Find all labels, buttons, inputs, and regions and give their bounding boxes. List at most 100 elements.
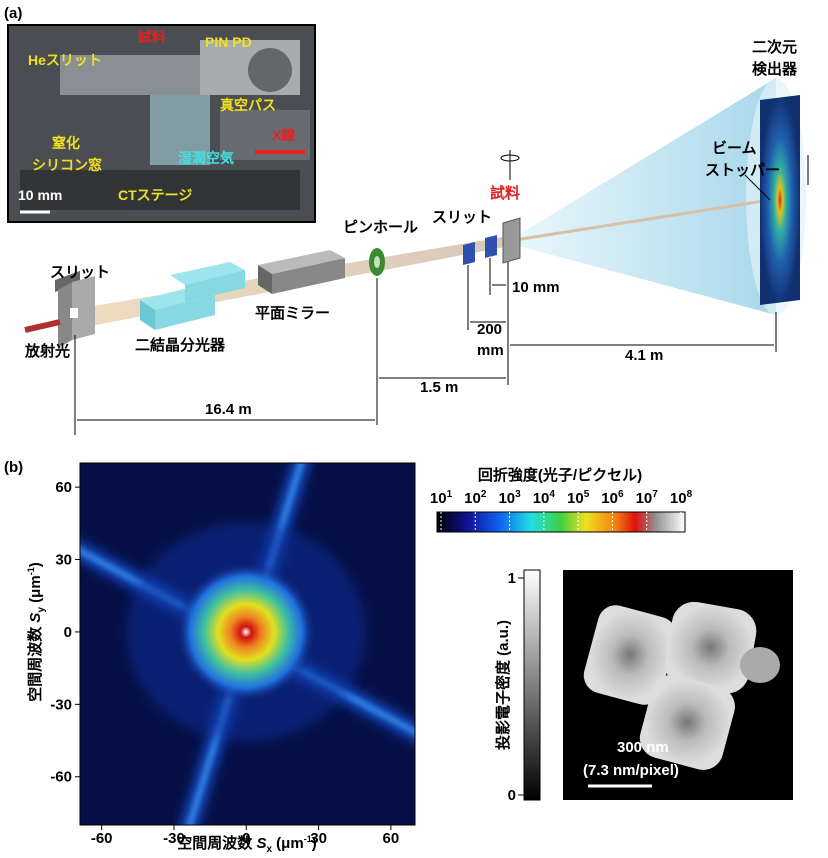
decor-rect [20, 170, 300, 210]
dimension-lines [74, 258, 777, 435]
axis-label-part: (μm [272, 835, 304, 852]
component-label: 二次元 [752, 38, 797, 56]
dimension-label: 10 mm [512, 279, 560, 296]
pixel-size: (7.3 nm/pixel) [583, 762, 679, 779]
photo-label: CTステージ [118, 187, 192, 203]
photo-label: シリコン窓 [32, 157, 102, 173]
mirror [258, 250, 345, 274]
axis-label-part: S [27, 613, 44, 623]
decor-polygon [272, 258, 345, 294]
decor-rect [60, 55, 200, 95]
decor-rect [55, 270, 80, 292]
mono-crystal [170, 262, 245, 285]
decor-polygon [72, 276, 95, 340]
slit-2 [463, 242, 475, 265]
colorbar [436, 511, 686, 533]
decor-polygon [258, 265, 272, 294]
y-tick-label: 60 [55, 479, 72, 496]
decor-rect [150, 95, 210, 165]
component-label: ストッパー [705, 162, 780, 179]
photo-decor [20, 40, 310, 210]
component-label: 試料 [490, 184, 520, 202]
decor-polygon [140, 300, 155, 330]
tick-base: 10 [636, 490, 653, 507]
decor-rect [70, 308, 78, 318]
density-label: 投影電子密度 (a.u.) [494, 620, 512, 750]
decor-polygon [58, 282, 72, 348]
decor-circle [176, 562, 316, 702]
x-tick-label: 30 [310, 830, 327, 847]
tick-base: 10 [670, 490, 687, 507]
photo-label: 湿潤空気 [178, 150, 234, 166]
tick-base: 10 [601, 490, 618, 507]
x-axis-label: 空間周波数 Sx (μm-1) [177, 834, 316, 855]
y-tick-label: -60 [50, 769, 72, 786]
tick-exponent: 2 [481, 489, 487, 500]
component-label: 放射光 [24, 342, 70, 360]
tick-exponent: 7 [652, 489, 658, 500]
tick-exponent: 1 [447, 489, 453, 500]
axis-label-part: -1 [26, 567, 36, 575]
decor-ellipse [740, 647, 780, 683]
colorbar-tick-label: 104 [533, 489, 556, 507]
density-tick-label: 0 [508, 787, 516, 804]
dimension-label: 1.5 m [420, 379, 458, 396]
colorbar-tick-label: 105 [567, 489, 590, 507]
sample-frame [502, 217, 521, 264]
photo-label: 試料 [138, 29, 166, 45]
y-tick-label: 0 [64, 624, 72, 641]
colorbar-tick-label: 106 [601, 489, 624, 507]
tick-exponent: 6 [618, 489, 624, 500]
component-label: スリット [432, 209, 492, 226]
decor-circle [248, 48, 292, 92]
axis-label-part: S [256, 835, 266, 852]
photo-label: PIN PD [205, 34, 252, 50]
dimension-label: 16.4 m [205, 401, 252, 418]
colorbar-tick-label: 102 [464, 489, 487, 507]
y-axis-label: 空間周波数 Sy (μm-1) [26, 562, 47, 701]
y-tick-label: 30 [55, 552, 72, 569]
leader-line [744, 174, 771, 201]
slit-2 [485, 235, 497, 258]
x-tick-label: -60 [91, 830, 113, 847]
scatter-cone [515, 78, 776, 315]
tick-base: 10 [430, 490, 447, 507]
scale-label: 300 nm [617, 739, 669, 756]
tick-base: 10 [464, 490, 481, 507]
particles [583, 601, 780, 770]
dimension-label: 4.1 m [625, 347, 663, 364]
tick-exponent: 4 [549, 489, 555, 500]
source-arrow [24, 319, 61, 333]
component-label: ビーム [712, 140, 757, 157]
axis-label-part: y [36, 607, 47, 613]
axis-label-part: -1 [304, 834, 312, 844]
axis-label-part: (μm [27, 575, 44, 607]
photo-label: 真空パス [220, 97, 276, 113]
tick-exponent: 3 [515, 489, 521, 500]
photo-label: 10 mm [18, 187, 62, 203]
decor-rect [583, 605, 677, 705]
component-label: 検出器 [752, 60, 798, 78]
axis-label-part: 空間周波数 [26, 623, 44, 702]
decor-rect [639, 674, 735, 770]
tick-exponent: 5 [584, 489, 590, 500]
x-tick-label: -30 [163, 830, 185, 847]
panel-label: (b) [4, 459, 23, 476]
tick-base: 10 [567, 490, 584, 507]
slit-1 [55, 270, 95, 348]
x-tick-label: 0 [242, 830, 250, 847]
colorbar-tick-label: 101 [430, 489, 453, 507]
colorbar-tick-label: 107 [636, 489, 659, 507]
dimension-label: 200 [477, 321, 502, 338]
photo-label: X線 [272, 127, 295, 143]
panel-label: (a) [4, 5, 22, 22]
colorbar-title: 回折強度(光子/ピクセル) [478, 466, 642, 484]
dimension-label: mm [477, 342, 504, 359]
colorbar-tick-label: 108 [670, 489, 693, 507]
tick-base: 10 [498, 490, 515, 507]
axis-label-part: x [266, 844, 272, 855]
axis-label-part: 空間周波数 [177, 834, 256, 852]
decor-ellipse [374, 256, 380, 268]
component-label: 二結晶分光器 [135, 336, 226, 354]
